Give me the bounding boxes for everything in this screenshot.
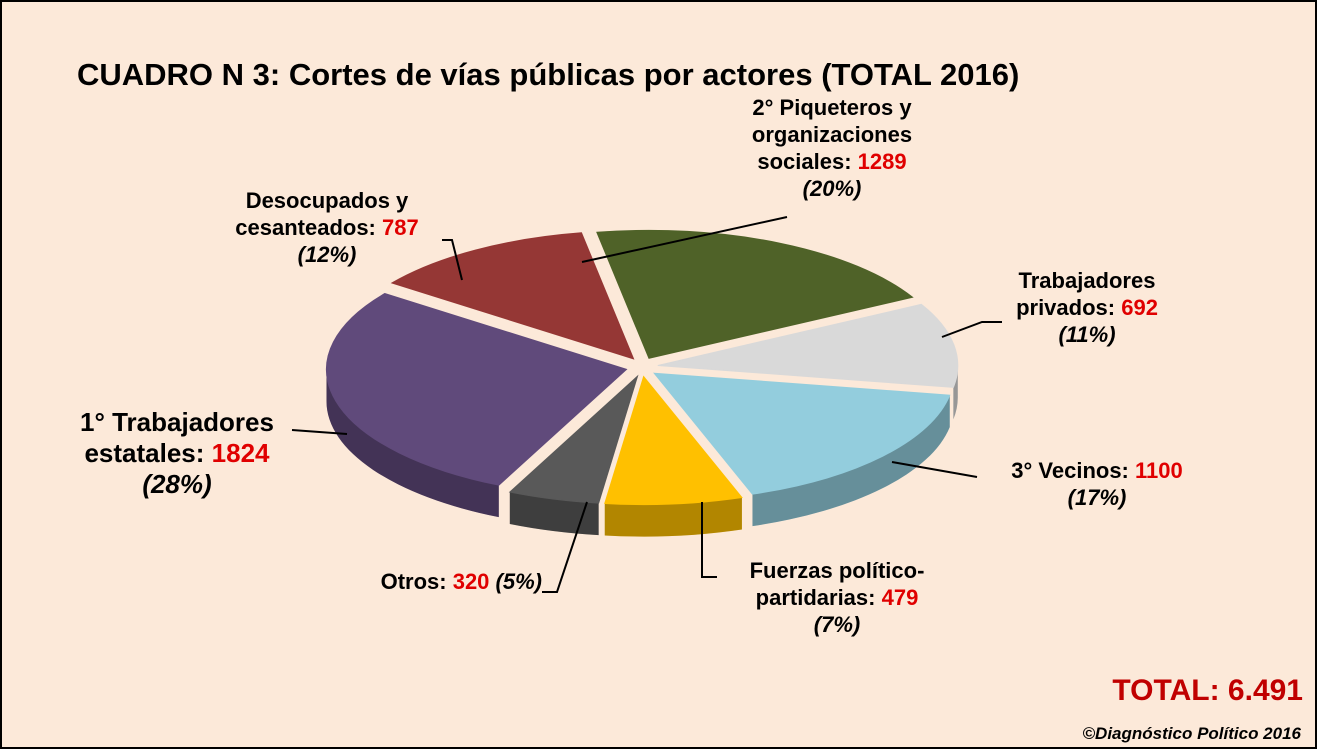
slice [657, 303, 959, 388]
percent-label: (5%) [495, 569, 542, 594]
value-label: 692 [1121, 295, 1158, 320]
percent-label: (28%) [142, 469, 212, 499]
data-label: Trabajadores privados: 692 (11%) [987, 267, 1187, 348]
slice [390, 232, 635, 360]
data-label: Fuerzas político-partidarias: 479 (7%) [717, 557, 957, 638]
data-label: 1° Trabajadores estatales: 1824 (28%) [42, 407, 312, 500]
category-label: Trabajadores privados: [1016, 268, 1156, 320]
value-label: 479 [881, 585, 919, 610]
slice [604, 375, 743, 506]
leader-line [941, 321, 1002, 338]
percent-label: (17%) [1067, 485, 1127, 510]
data-label: 2° Piqueteros y organizaciones sociales:… [712, 94, 952, 202]
category-label: 3° Vecinos: [1011, 458, 1129, 483]
category-label: Desocupados y cesanteados: [235, 188, 409, 240]
leader-line [442, 239, 463, 281]
leader-line [701, 502, 717, 578]
slice-side-shade [752, 395, 950, 527]
data-label: Desocupados y cesanteados: 787 (12%) [192, 187, 462, 268]
percent-label: (11%) [1058, 322, 1116, 347]
percent-label: (12%) [297, 242, 357, 267]
slice [326, 292, 628, 486]
category-label: 1° Trabajadores estatales: [80, 407, 274, 468]
category-label: Fuerzas político-partidarias: [749, 558, 925, 610]
slice-side-shade [326, 369, 499, 518]
category-label: Otros: [380, 569, 447, 594]
percent-label: (20%) [802, 176, 862, 201]
slice-side [752, 395, 950, 527]
value-label: 1289 [857, 149, 907, 174]
slice-side-shade [509, 492, 599, 536]
slice [596, 229, 914, 359]
slice-side [604, 497, 742, 537]
category-label: 2° Piqueteros y organizaciones sociales: [751, 95, 913, 174]
slice-side [509, 492, 599, 536]
slice-side [953, 365, 958, 420]
value-label: 1100 [1135, 458, 1183, 483]
percent-label: (7%) [813, 612, 861, 637]
leader-line [891, 461, 978, 478]
data-label: 3° Vecinos: 1100 (17%) [957, 457, 1237, 511]
value-label: 320 [452, 569, 490, 594]
slice [508, 374, 639, 504]
leader-line [542, 501, 588, 593]
source: ©Diagnóstico Político 2016 [1082, 724, 1301, 743]
slice-side-shade [953, 365, 958, 420]
value-label: 1824 [211, 438, 270, 468]
leader-line [291, 429, 348, 435]
slice [653, 372, 951, 495]
chart-title: CUADRO N 3: Cortes de vías públicas por … [77, 57, 1020, 92]
data-label: Otros: 320 (5%) [292, 568, 542, 595]
leader-line [581, 216, 788, 263]
slice-side-shade [604, 497, 742, 537]
slice-side [326, 369, 499, 518]
value-label: 787 [382, 215, 419, 240]
total-label: TOTAL: 6.491 [1112, 674, 1303, 707]
